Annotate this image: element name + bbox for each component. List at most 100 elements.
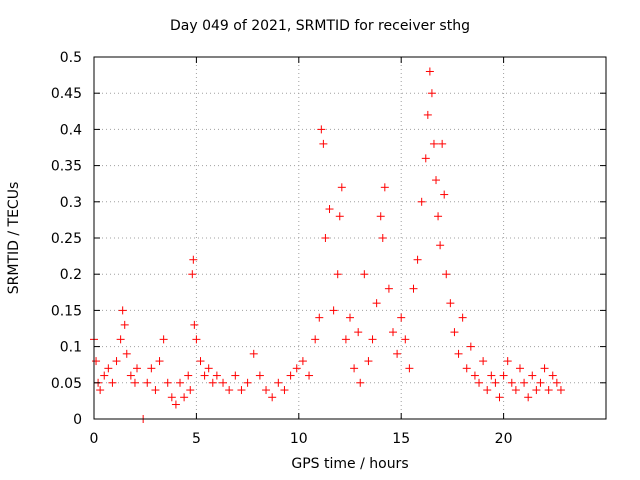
data-point — [92, 357, 101, 366]
data-point — [511, 386, 520, 395]
chart-title: Day 049 of 2021, SRMTID for receiver sth… — [170, 18, 470, 34]
data-point — [421, 154, 430, 163]
data-point — [147, 364, 156, 373]
data-point — [507, 378, 516, 387]
y-tick-label: 0 — [73, 412, 82, 428]
data-point — [442, 270, 451, 279]
y-tick-label: 0.35 — [51, 159, 82, 175]
data-point — [409, 284, 418, 293]
data-point — [237, 386, 246, 395]
data-point — [450, 328, 459, 337]
data-point — [384, 284, 393, 293]
data-point — [436, 241, 445, 250]
data-point — [186, 386, 195, 395]
data-point — [337, 183, 346, 192]
y-tick-label: 0.15 — [51, 303, 82, 319]
data-point — [454, 349, 463, 358]
data-point — [346, 313, 354, 322]
data-point — [360, 270, 369, 279]
data-point — [548, 371, 557, 380]
data-point — [176, 378, 185, 387]
data-point — [524, 393, 533, 402]
data-point — [122, 349, 131, 358]
data-point — [167, 393, 176, 402]
data-point — [286, 371, 295, 380]
data-point — [130, 378, 139, 387]
data-point — [458, 313, 467, 322]
x-tick-label: 10 — [290, 431, 308, 447]
data-point — [446, 299, 455, 308]
data-point — [204, 364, 213, 373]
data-point — [427, 89, 436, 98]
x-tick-label: 5 — [192, 431, 201, 447]
data-point — [171, 400, 180, 409]
data-point — [438, 139, 447, 148]
data-point — [354, 328, 363, 337]
data-point — [100, 371, 109, 380]
data-point — [298, 357, 307, 366]
data-point — [311, 335, 320, 344]
data-point — [319, 139, 328, 148]
data-point — [378, 234, 387, 242]
data-point — [462, 364, 471, 373]
data-point — [231, 371, 240, 380]
y-tick-label: 0.3 — [60, 195, 82, 211]
data-point — [190, 320, 199, 329]
y-axis-ticks: 0 0.05 0.1 0.15 0.2 0.25 0.3 0.35 0.4 0.45 0.5 — [51, 50, 606, 428]
data-point — [219, 378, 228, 387]
data-point — [405, 364, 414, 373]
data-point — [483, 386, 492, 395]
x-tick-label: 0 — [90, 431, 99, 447]
x-axis-label: GPS time / hours — [291, 456, 409, 472]
y-tick-label: 0.05 — [51, 376, 82, 392]
data-point — [487, 371, 496, 380]
data-point — [200, 371, 209, 380]
data-point — [515, 364, 524, 373]
data-point — [368, 335, 377, 344]
data-point — [108, 378, 117, 387]
data-point — [479, 357, 488, 366]
data-point — [116, 335, 125, 344]
data-point — [249, 349, 258, 358]
data-point — [376, 212, 385, 221]
data-point — [268, 393, 277, 402]
data-point — [532, 386, 541, 395]
data-point — [556, 386, 565, 395]
data-point — [401, 335, 410, 344]
data-point — [143, 378, 152, 387]
y-tick-label: 0.25 — [51, 231, 82, 247]
data-point — [305, 371, 314, 380]
data-point — [208, 378, 217, 387]
data-point — [434, 212, 443, 221]
data-point — [470, 371, 479, 380]
data-point — [341, 335, 350, 344]
data-point — [104, 364, 113, 373]
data-point — [491, 378, 500, 387]
data-point — [350, 364, 359, 373]
data-point — [96, 386, 105, 395]
data-point — [466, 342, 475, 351]
data-point — [425, 67, 434, 76]
data-point — [372, 299, 381, 308]
data-point — [118, 306, 127, 315]
data-point — [389, 328, 398, 337]
data-point — [225, 386, 234, 395]
data-point — [192, 335, 201, 344]
data-point — [364, 357, 373, 366]
data-point — [329, 306, 338, 315]
grid-lines — [94, 57, 606, 419]
data-points — [90, 67, 565, 423]
data-point — [475, 378, 484, 387]
data-point — [184, 371, 193, 380]
data-point — [163, 378, 172, 387]
data-point — [503, 357, 512, 366]
data-point — [544, 386, 553, 395]
data-point — [499, 371, 508, 380]
data-point — [423, 110, 432, 119]
data-point — [212, 371, 221, 380]
data-point — [126, 371, 135, 380]
data-point — [429, 139, 438, 148]
data-point — [393, 349, 402, 358]
data-point — [432, 176, 441, 185]
